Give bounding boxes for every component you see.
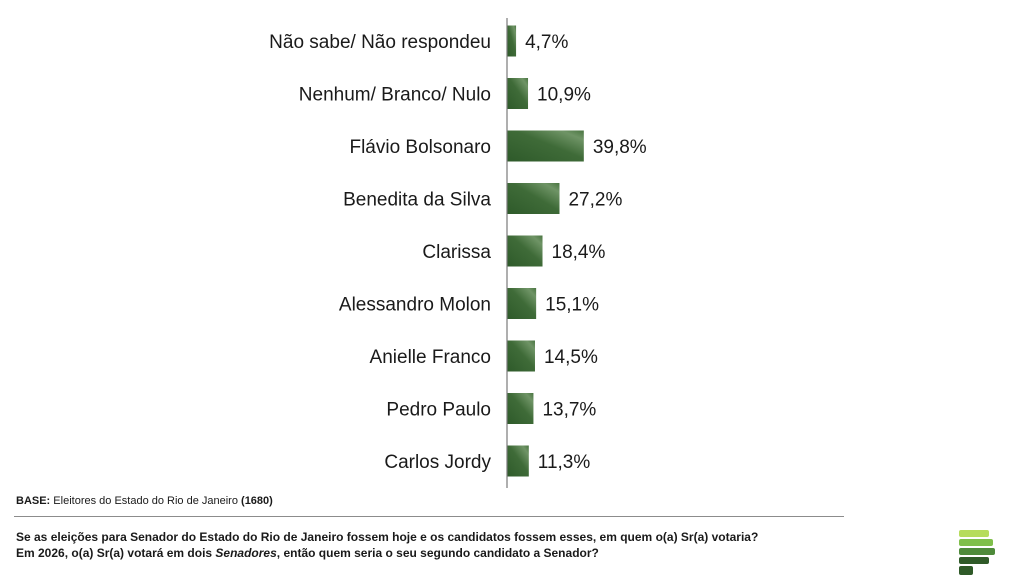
category-label: Carlos Jordy [384,452,491,473]
bar-chart: Não sabe/ Não respondeu 4,7% Nenhum/ Branc… [269,18,647,488]
bar-2 [507,130,584,162]
category-label: Alessandro Molon [339,295,491,316]
question-text: (a) votaria? [693,530,759,544]
question-line-1: Se as eleições para Senador do Estado do… [16,529,836,545]
bar-7 [507,393,534,424]
logo-stripe [959,566,973,575]
question-emph: Sr [96,546,110,560]
value-label: 10,9% [537,85,591,106]
category-label: Benedita da Silva [343,190,491,211]
logo-stripe [959,557,989,564]
value-label: 4,7% [525,32,568,53]
category-label: Não sabe/ Não respondeu [269,32,491,53]
survey-question: Se as eleições para Senador do Estado do… [16,529,836,561]
logo-stripe [959,548,995,555]
bar-0 [507,25,517,57]
bar-3 [507,183,560,214]
category-label: Anielle Franco [370,347,491,368]
base-text: Eleitores do Estado do Rio de Janeiro [53,495,238,507]
question-text: , então quem seria o seu segundo candida… [276,546,599,560]
base-label: BASE: [16,495,51,507]
value-label: 27,2% [568,190,622,211]
question-italic: Senadores [215,546,277,560]
base-count: (1680) [241,495,273,507]
category-label: Clarissa [422,242,491,263]
value-label: 13,7% [542,400,596,421]
value-label: 18,4% [552,242,606,263]
category-label: Flávio Bolsonaro [349,137,491,158]
question-text: Em 2026, o(a) [16,546,97,560]
value-label: 14,5% [544,347,598,368]
bar-5 [507,288,537,319]
question-emph: Sr [680,530,694,544]
base-note: BASE: Eleitores do Estado do Rio de Jane… [16,495,273,507]
pollster-logo-icon [959,530,995,575]
bar-6 [507,340,535,372]
value-label: 15,1% [545,295,599,316]
bar-4 [507,235,543,267]
logo-stripe [959,530,989,537]
category-label: Nenhum/ Branco/ Nulo [299,85,491,106]
question-text: (a) votará em dois [109,546,216,560]
value-label: 39,8% [593,137,647,158]
question-line-2: Em 2026, o(a) Sr(a) votará em dois Senad… [16,545,836,561]
category-label: Pedro Paulo [386,400,491,421]
logo-stripe [959,539,993,546]
bar-1 [507,78,529,109]
question-text: Se as eleições para [16,530,131,544]
footer-divider [14,516,844,517]
bar-8 [507,445,529,477]
value-label: 11,3% [538,452,591,473]
question-text: do Estado do Rio de Janeiro fossem hoje … [178,530,681,544]
question-emph: Senador [130,530,179,544]
